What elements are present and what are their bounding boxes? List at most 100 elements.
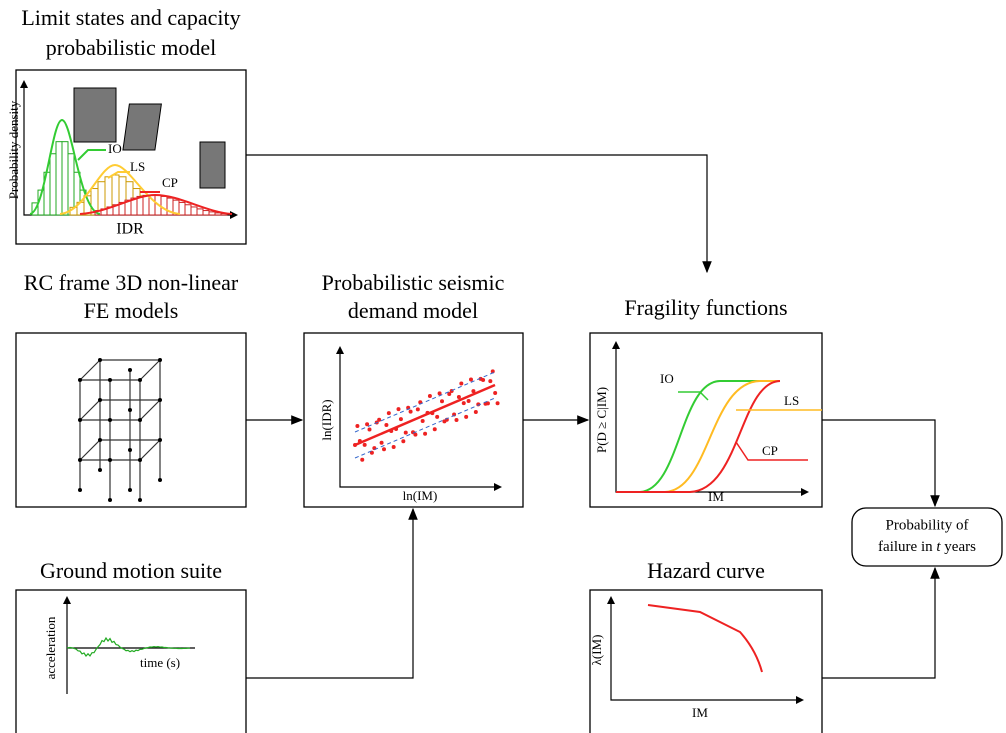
result-text: failure in t years	[878, 539, 976, 555]
building-icon	[74, 88, 116, 142]
histogram-bar	[50, 154, 56, 215]
axis-label: IDR	[116, 221, 144, 238]
scatter-point	[382, 447, 386, 451]
arrow	[246, 155, 707, 272]
histogram-bar	[56, 142, 62, 215]
scatter-point	[404, 431, 408, 435]
curve-label: CP	[162, 175, 178, 190]
scatter-point	[399, 417, 403, 421]
axis-label: Probability density	[6, 100, 21, 199]
scatter-point	[363, 443, 367, 447]
histogram-bar	[209, 212, 215, 215]
scatter-point	[401, 439, 405, 443]
histogram-bar	[197, 209, 203, 215]
scatter-point	[355, 424, 359, 428]
frame-node	[108, 418, 112, 422]
frame-node	[138, 418, 142, 422]
scatter-point	[467, 399, 471, 403]
scatter-point	[380, 441, 384, 445]
scatter-point	[496, 401, 500, 405]
scatter-point	[416, 407, 420, 411]
frame-node	[128, 368, 132, 372]
axis-label: P(D ≥ C|IM)	[594, 387, 609, 453]
node-title: Fragility functions	[624, 295, 787, 320]
arrow	[822, 568, 935, 678]
scatter-point	[387, 411, 391, 415]
arrow	[822, 420, 935, 506]
frame-node	[108, 458, 112, 462]
frame-node	[98, 398, 102, 402]
axis-label: ln(IM)	[403, 488, 438, 503]
scatter-point	[455, 418, 459, 422]
scatter-point	[440, 399, 444, 403]
frame-node	[78, 418, 82, 422]
box	[590, 333, 822, 507]
building-icon	[123, 104, 161, 150]
frame-node	[78, 488, 82, 492]
diagram: Limit states and capacity probabilistic …	[0, 0, 1006, 733]
node-title: FE models	[84, 298, 179, 323]
histogram-bar	[68, 154, 74, 215]
axis-label: time (s)	[140, 655, 180, 670]
histogram-bar	[191, 207, 197, 215]
scatter-point	[360, 458, 364, 462]
frame-node	[158, 438, 162, 442]
node-title: Probabilistic seismic	[322, 270, 505, 295]
curve-label: CP	[762, 443, 778, 458]
frame-node	[78, 378, 82, 382]
frame-node	[128, 488, 132, 492]
scatter-point	[462, 401, 466, 405]
curve-label: LS	[784, 393, 799, 408]
result-text: Probability of	[886, 517, 969, 533]
frame-node	[128, 448, 132, 452]
result-text: failure in	[878, 539, 936, 555]
scatter-point	[365, 422, 369, 426]
node-title: RC frame 3D non-linear	[24, 270, 239, 295]
node-title: probabilistic model	[46, 35, 216, 60]
scatter-point	[488, 379, 492, 383]
page: Limit states and capacity probabilistic …	[0, 0, 1006, 733]
scatter-point	[435, 415, 439, 419]
frame-node	[138, 378, 142, 382]
frame-node	[158, 398, 162, 402]
frame-node	[158, 358, 162, 362]
frame-node	[108, 498, 112, 502]
frame-node	[138, 458, 142, 462]
axis-label: acceleration	[43, 616, 58, 679]
axis-label: IM	[708, 489, 724, 504]
scatter-point	[481, 378, 485, 382]
scatter-point	[457, 395, 461, 399]
histogram-bar	[143, 195, 149, 215]
frame-node	[138, 498, 142, 502]
node-title: demand model	[348, 298, 478, 323]
frame-node	[98, 468, 102, 472]
axis-label: λ(IM)	[589, 635, 604, 666]
frame-node	[158, 478, 162, 482]
histogram-bar	[62, 142, 68, 215]
scatter-point	[368, 427, 372, 431]
axis-label: IM	[692, 705, 708, 720]
histogram-bar	[161, 196, 167, 215]
scatter-point	[409, 410, 413, 414]
scatter-point	[384, 423, 388, 427]
scatter-point	[474, 410, 478, 414]
scatter-point	[459, 381, 463, 385]
scatter-point	[421, 419, 425, 423]
node-title: Limit states and capacity	[21, 5, 240, 30]
curve-label: IO	[660, 371, 674, 386]
curve-label: LS	[130, 159, 145, 174]
scatter-point	[469, 377, 473, 381]
axis-label: ln(IDR)	[319, 399, 334, 440]
curve-label: IO	[108, 141, 122, 156]
frame-node	[98, 358, 102, 362]
scatter-point	[397, 407, 401, 411]
result-text: years	[941, 539, 977, 555]
node-title: Ground motion suite	[40, 558, 222, 583]
frame-node	[98, 438, 102, 442]
histogram-bar	[215, 213, 221, 215]
arrow	[246, 509, 413, 678]
scatter-point	[413, 433, 417, 437]
scatter-point	[392, 445, 396, 449]
building-icon	[200, 142, 225, 188]
scatter-point	[428, 394, 432, 398]
